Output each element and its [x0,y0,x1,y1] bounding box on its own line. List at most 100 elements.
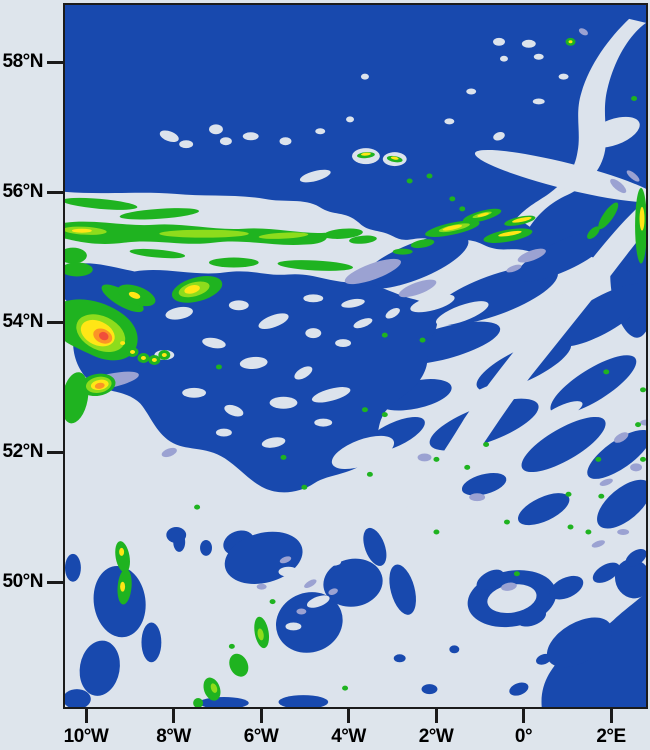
map-region-bg [159,130,179,143]
map-region-g [366,471,373,477]
map-region-blue [614,559,646,599]
map-region-y [184,285,200,294]
map-region-y [639,206,645,231]
lon-tick [347,709,350,723]
map-region-blue [65,263,438,493]
map-region-g [433,456,440,462]
lon-tick-label: 8°W [156,726,191,747]
map-region-blue [65,689,91,707]
map-region-lav [599,478,613,486]
map-region-lav [417,453,432,462]
map-region-bg [444,118,455,125]
map-region-bg [331,435,395,469]
map-region-bg [387,199,646,550]
map-region-bg [506,319,558,347]
lat-tick-label: 54°N [2,311,44,332]
map-region-blue [517,608,547,627]
map-region-bg [360,73,369,80]
lon-tick-label: 4°W [331,726,366,747]
map-region-bg [314,418,333,427]
map-region-g [419,337,426,343]
map-region-y [390,156,399,160]
map-region-bg [224,404,244,417]
map-region-g [635,422,642,428]
map-region-lav [398,279,437,298]
map-region-lg [159,229,249,238]
map-region-bg [215,428,232,437]
map-region-bg [516,18,646,227]
map-region-bg [353,318,373,329]
lon-tick-label: 2°W [418,726,454,747]
map-region-blue [518,493,570,526]
map-region-bg [303,294,324,303]
map-region-blue [79,640,120,696]
map-region-g [410,239,435,249]
map-region-blue [65,5,646,266]
map-region-g [459,206,466,212]
map-region-bg [278,566,299,577]
map-region-lg [258,232,309,239]
lon-tick-label: 2°E [596,726,626,747]
map-region-y [128,291,141,299]
map-region-g [194,504,201,510]
map-region-bg [311,387,351,403]
map-region-g [119,208,199,220]
map-region-g [631,95,638,101]
map-region-g [301,484,308,490]
map-region-g [392,248,413,255]
map-region-y [498,230,522,237]
lon-tick [522,709,525,723]
map-region-lav [304,579,317,589]
map-region-bg [466,88,477,95]
map-region-bg [346,116,355,123]
lon-tick [434,709,438,723]
map-region-lav [296,608,307,615]
map-region-g [65,197,138,210]
map-region-blue [625,548,646,567]
map-region-bg [487,584,537,613]
map-region-bg [467,381,517,405]
map-region-bg [294,366,313,380]
map-region-bg [269,396,298,409]
map-region-o [94,382,105,389]
map-region-g [565,491,572,497]
map-region-y [120,341,126,346]
map-region-blue [587,429,646,479]
map-region-y [120,581,126,592]
map-region-lav [578,28,588,36]
map-region-g [277,260,353,271]
map-region-g [115,541,130,573]
map-region-lav [161,447,177,458]
lat-tick [47,191,64,194]
lat-tick [47,451,64,454]
map-region-lav [344,258,402,285]
map-region-y [151,357,157,362]
lat-tick [47,321,64,324]
map-region-g [587,226,600,239]
map-region-blue [421,684,438,695]
map-region-bg [242,132,259,141]
map-region-blue [141,622,162,663]
map-region-bg [385,307,400,319]
map-region-blue [166,527,187,543]
map-region-g [228,643,235,649]
map-region-blue [93,565,146,638]
map-region-blue [509,682,529,696]
map-region-g [464,464,471,470]
map-region-g [381,332,388,338]
map-region-lg [257,628,264,641]
map-region-g [215,364,222,370]
map-region-bg [315,128,326,135]
map-region-g [361,407,368,413]
map-region-bg [493,37,505,46]
map-region-bg [279,137,292,146]
map-region-bg [179,140,194,149]
map-region-blue [476,569,504,590]
map-region-g [433,529,440,535]
map-region-bg [533,53,544,60]
map-region-blue [521,416,606,473]
map-region-blue [200,539,212,556]
map-region-blue [516,229,611,282]
map-region-blue [389,564,416,615]
map-region-bg [341,298,365,308]
